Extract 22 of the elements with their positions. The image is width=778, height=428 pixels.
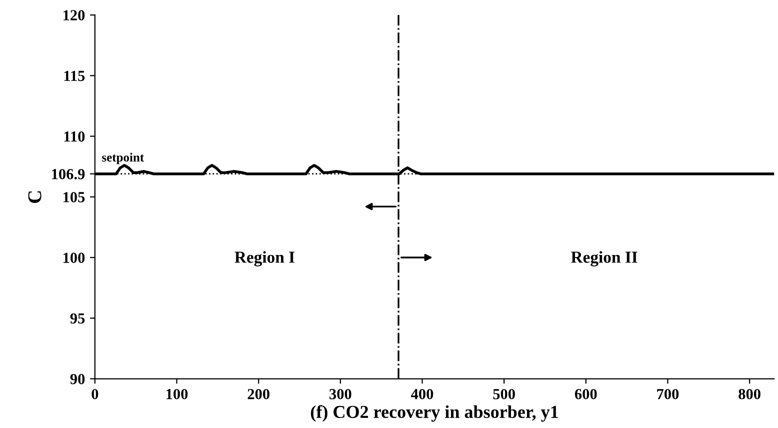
x-tick-label: 600 (574, 388, 597, 400)
x-tick-label: 700 (657, 388, 679, 400)
y-tick-label: 100 (64, 252, 85, 263)
y-axis-title: C (28, 191, 42, 203)
y-tick-label: 105 (64, 192, 85, 202)
y-tick-label: 90 (70, 374, 85, 384)
x-tick-label: 100 (166, 388, 188, 400)
x-axis-title: (f) CO2 recovery in absorber, y1 (310, 405, 558, 422)
x-tick-label: 500 (493, 388, 515, 400)
annotation: Region II (571, 251, 638, 266)
x-tick-label: 800 (738, 388, 760, 400)
x-tick-label: 0 (92, 388, 98, 400)
annotation: Region I (234, 251, 294, 266)
y-tick-label: 115 (64, 70, 85, 82)
x-tick-label: 400 (410, 388, 434, 400)
ref-line-label: setpoint (102, 152, 144, 164)
y-tick-label: 95 (70, 313, 85, 324)
x-tick-label: 300 (330, 388, 352, 400)
y-tick-label: 120 (64, 10, 85, 20)
y-tick-label: 106.9 (52, 168, 85, 180)
y-tick-label: 110 (64, 131, 85, 142)
x-tick-label: 200 (248, 388, 270, 400)
